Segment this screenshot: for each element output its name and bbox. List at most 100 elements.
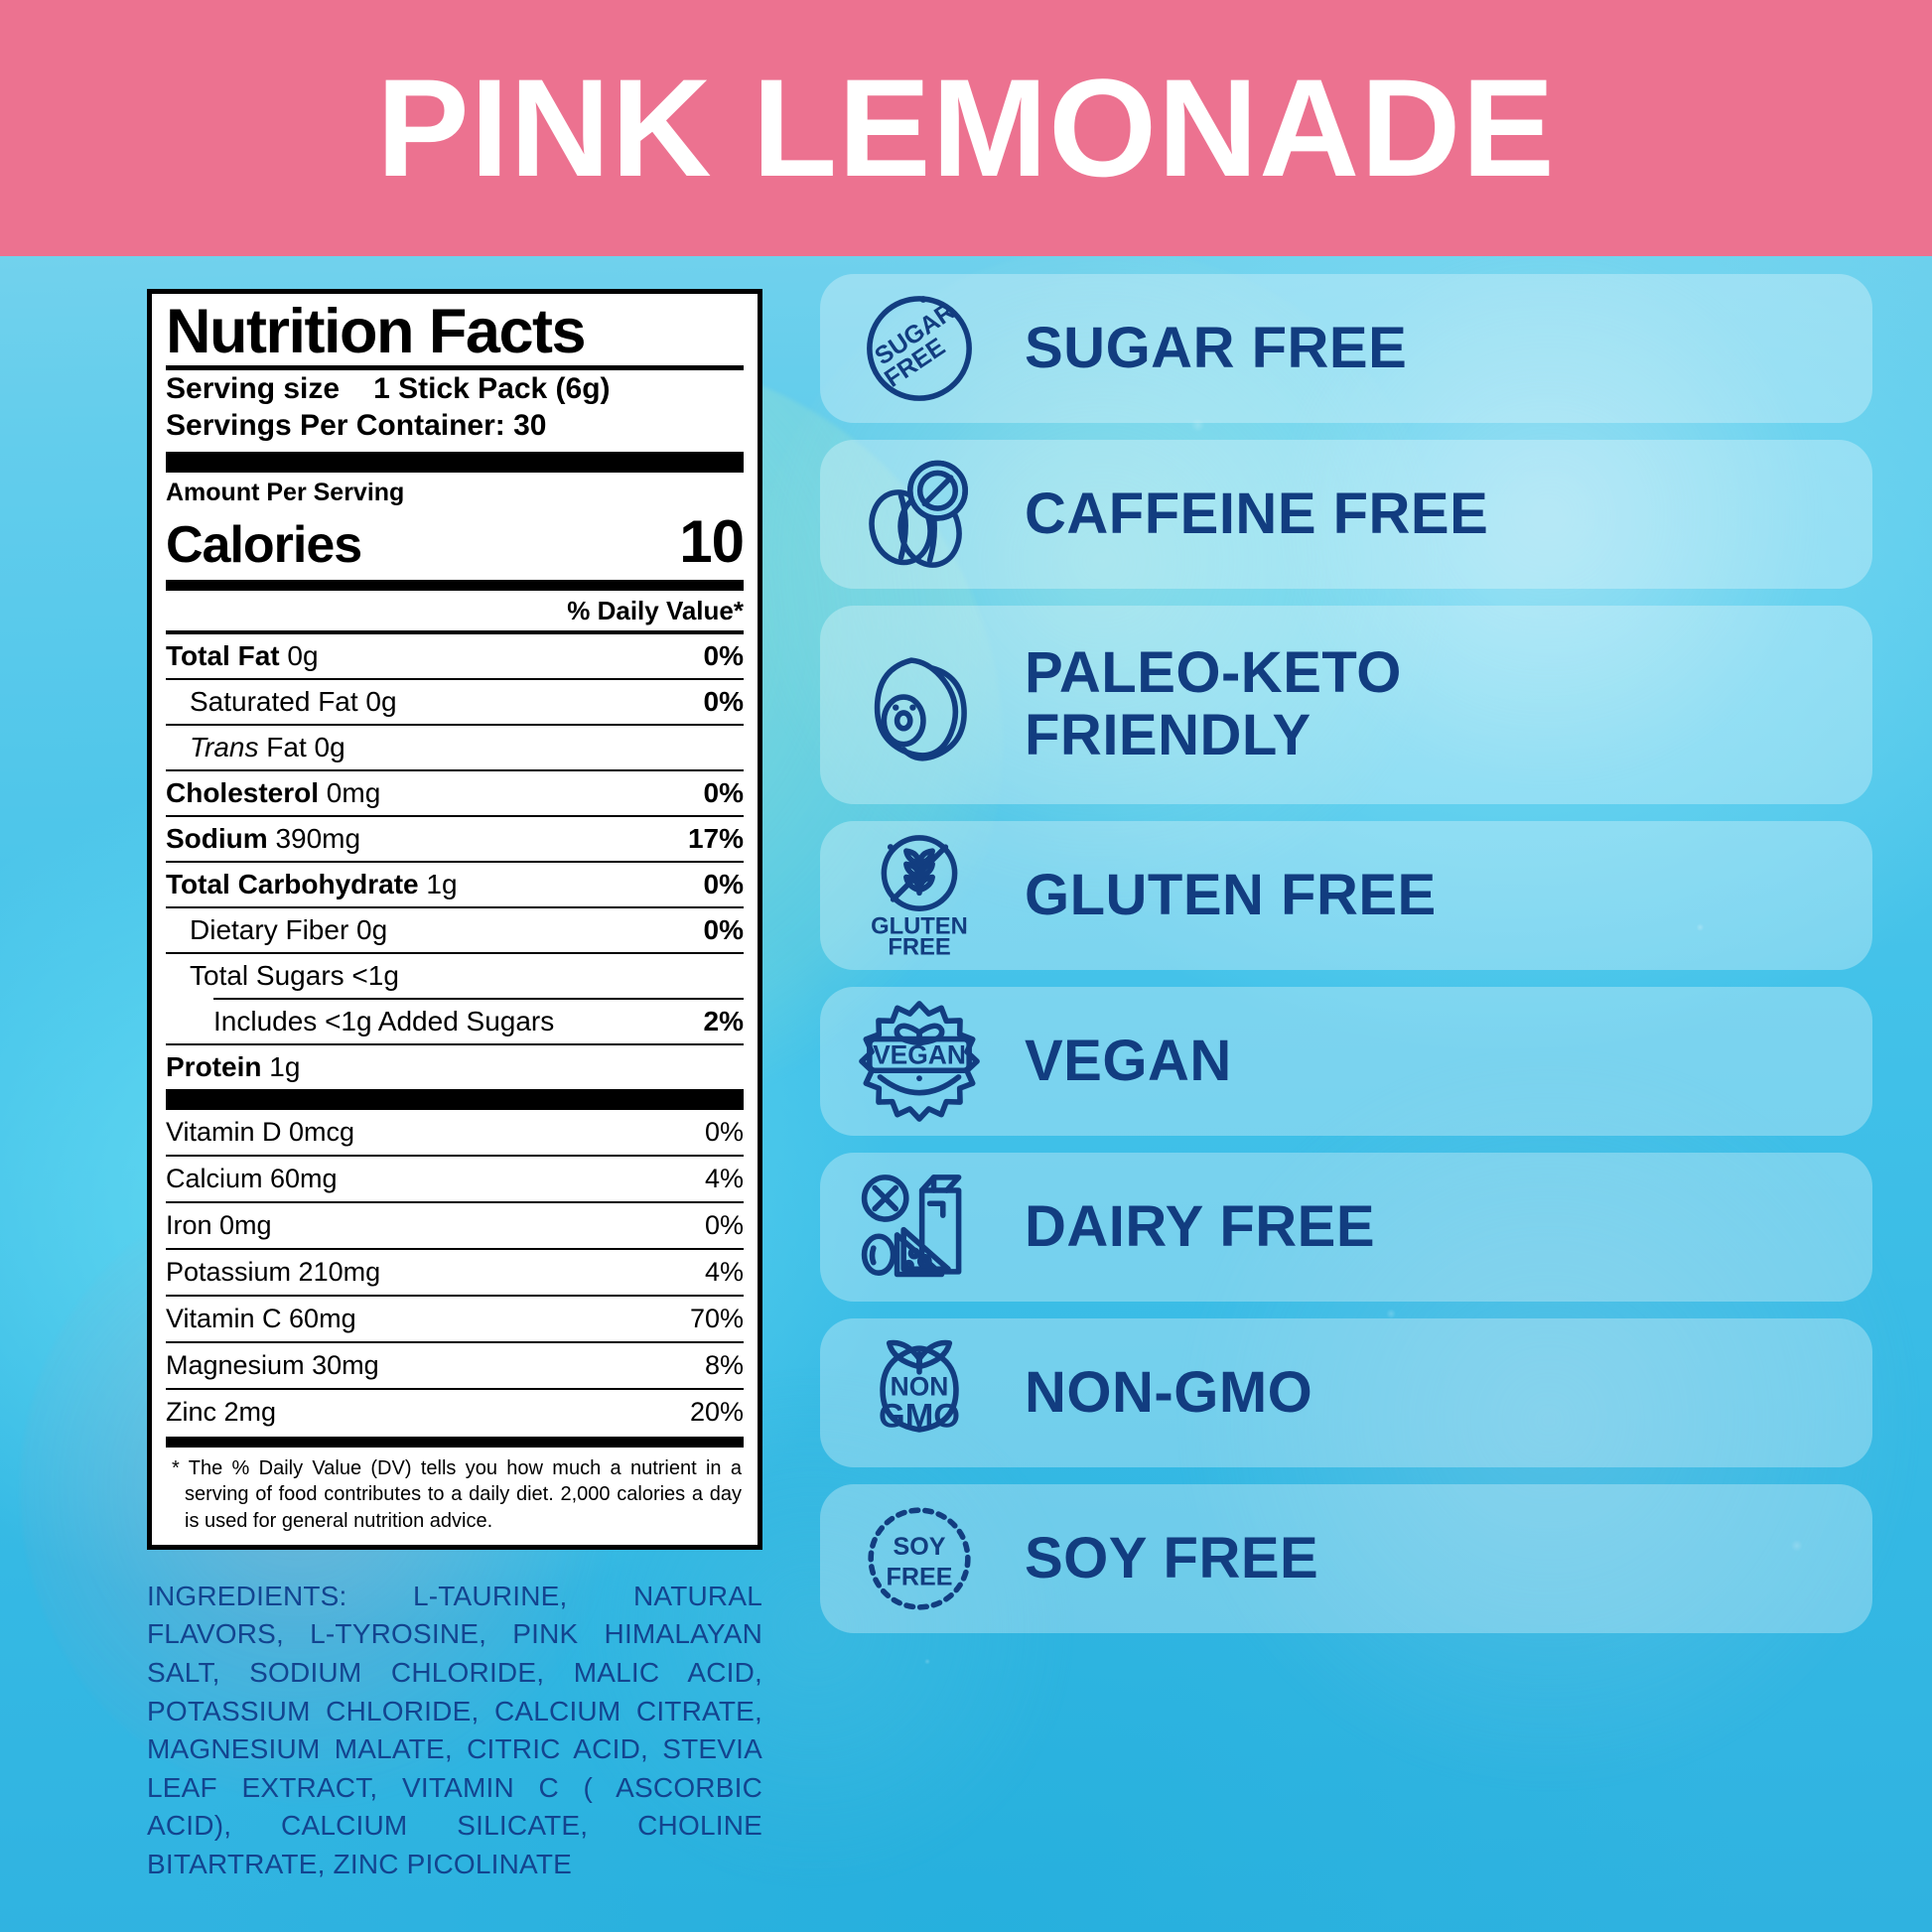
- nutrient-daily-value: 0%: [703, 913, 744, 945]
- serving-size-value: 1 Stick Pack (6g): [373, 371, 611, 405]
- nutrient-name: Protein 1g: [166, 1050, 301, 1082]
- nutrient-row: Protein 1g: [166, 1042, 744, 1089]
- nutrient-daily-value: 0%: [703, 776, 744, 808]
- vitamin-name: Potassium 210mg: [166, 1256, 381, 1287]
- vitamin-daily-value: 8%: [704, 1349, 744, 1380]
- vitamin-row-group: Vitamin D 0mcg 0% Calcium 60mg 4% Iron 0mg 0%…: [166, 1110, 744, 1435]
- nutrient-row: Sodium 390mg 17%: [166, 814, 744, 861]
- vegan-badge-icon: VEGAN: [854, 996, 985, 1127]
- main-content: Nutrition Facts Serving size 1 Stick Pack…: [0, 256, 1932, 1884]
- soy-free-icon: SOY FREE: [854, 1493, 985, 1624]
- vitamin-row: Vitamin C 60mg 70%: [166, 1294, 744, 1341]
- nutrient-row: Total Fat 0g 0%: [166, 629, 744, 678]
- nutrient-name: Dietary Fiber 0g: [190, 913, 388, 945]
- vitamin-name: Vitamin D 0mcg: [166, 1116, 355, 1147]
- badge-label: CAFFEINE FREE: [1025, 481, 1489, 546]
- badge-list: SUGAR FREE SUGAR FREE CAFFEINE FREE PALEO…: [820, 274, 1872, 1633]
- nutrient-daily-value: 17%: [687, 822, 744, 854]
- vitamin-daily-value: 4%: [704, 1163, 744, 1193]
- nutrient-daily-value: 2%: [703, 1005, 744, 1036]
- calories-row: Calories 10: [166, 507, 745, 576]
- product-title-banner: PINK LEMONADE: [0, 0, 1932, 256]
- nutrient-row: Includes <1g Added Sugars 2%: [213, 997, 744, 1043]
- svg-text:FREE: FREE: [887, 1563, 953, 1590]
- nutrient-name: Sodium 390mg: [166, 822, 361, 854]
- vitamin-daily-value: 70%: [689, 1303, 744, 1333]
- nutrient-daily-value: 0%: [703, 868, 744, 899]
- amount-per-serving-label: Amount Per Serving: [166, 478, 405, 506]
- vitamin-row: Zinc 2mg 20%: [166, 1387, 744, 1435]
- badge-label: VEGAN: [1025, 1028, 1232, 1093]
- vitamin-row: Potassium 210mg 4%: [166, 1247, 744, 1295]
- nutrient-name: Cholesterol 0mg: [166, 776, 381, 808]
- nutrient-row: Dietary Fiber 0g 0%: [166, 905, 744, 952]
- sugar-free-icon: SUGAR FREE: [854, 283, 985, 414]
- badge-label: SUGAR FREE: [1025, 315, 1408, 380]
- badge-sugar-free: SUGAR FREE SUGAR FREE: [820, 274, 1872, 423]
- dairy-free-icon: [854, 1162, 985, 1293]
- badge-vegan: VEGAN VEGAN: [820, 987, 1872, 1136]
- servings-per-container: Servings Per Container: 30: [166, 408, 547, 442]
- vitamin-row: Iron 0mg 0%: [166, 1200, 744, 1248]
- nutrition-facts-panel: Nutrition Facts Serving size 1 Stick Pack…: [147, 289, 762, 1550]
- nutrition-facts-title: Nutrition Facts: [166, 297, 587, 366]
- badges-column: SUGAR FREE SUGAR FREE CAFFEINE FREE PALEO…: [784, 256, 1932, 1884]
- caffeine-free-icon: [854, 449, 985, 580]
- vitamin-row: Vitamin D 0mcg 0%: [166, 1110, 744, 1155]
- badge-caffeine-free: CAFFEINE FREE: [820, 440, 1872, 589]
- svg-text:GLUTEN: GLUTEN: [871, 912, 968, 939]
- gluten-free-icon: GLUTEN FREE: [854, 830, 985, 961]
- vitamin-daily-value: 4%: [704, 1256, 744, 1287]
- badge-soy-free: SOY FREE SOY FREE: [820, 1484, 1872, 1633]
- svg-text:GMO: GMO: [879, 1397, 960, 1435]
- nutrient-row-group: Total Fat 0g 0% Saturated Fat 0g 0% Trans Fa…: [166, 629, 744, 1089]
- nutrient-daily-value: 0%: [703, 639, 744, 671]
- svg-text:NON: NON: [891, 1372, 949, 1402]
- nutrition-column: Nutrition Facts Serving size 1 Stick Pack…: [0, 256, 784, 1884]
- vitamin-name: Iron 0mg: [166, 1209, 272, 1240]
- calories-label: Calories: [166, 515, 362, 574]
- avocado-icon: [854, 639, 985, 770]
- nutrient-row: Saturated Fat 0g 0%: [166, 677, 744, 724]
- nutrient-name: Saturated Fat 0g: [190, 685, 397, 717]
- nutrient-name: Total Carbohydrate 1g: [166, 868, 458, 899]
- badge-paleo-keto-friendly: PALEO-KETO FRIENDLY: [820, 606, 1872, 804]
- badge-non-gmo: NON GMO NON-GMO: [820, 1318, 1872, 1467]
- vitamin-daily-value: 0%: [704, 1116, 744, 1147]
- badge-dairy-free: DAIRY FREE: [820, 1153, 1872, 1302]
- svg-text:SOY: SOY: [894, 1533, 946, 1561]
- svg-text:VEGAN: VEGAN: [873, 1040, 966, 1070]
- badge-gluten-free: GLUTEN FREE GLUTEN FREE: [820, 821, 1872, 970]
- nutrient-row: Total Carbohydrate 1g 0%: [166, 860, 744, 906]
- nutrient-name: Total Fat 0g: [166, 639, 319, 671]
- nutrient-name: Total Sugars <1g: [190, 959, 399, 991]
- page-title: PINK LEMONADE: [376, 50, 1556, 206]
- vitamin-name: Zinc 2mg: [166, 1396, 277, 1427]
- calories-value: 10: [679, 507, 745, 575]
- vitamin-name: Vitamin C 60mg: [166, 1303, 356, 1333]
- nutrient-row: Trans Fat 0g: [166, 723, 744, 769]
- non-gmo-icon: NON GMO: [854, 1327, 985, 1458]
- badge-label: SOY FREE: [1025, 1525, 1319, 1590]
- vitamin-name: Magnesium 30mg: [166, 1349, 379, 1380]
- svg-text:FREE: FREE: [888, 933, 950, 960]
- nutrient-row: Cholesterol 0mg 0%: [166, 768, 744, 815]
- nutrient-row: Total Sugars <1g: [166, 951, 744, 998]
- vitamin-daily-value: 20%: [689, 1396, 744, 1427]
- ingredients-text: INGREDIENTS: L-TAURINE, NATURAL FLAVORS,…: [147, 1580, 762, 1880]
- badge-label: GLUTEN FREE: [1025, 862, 1437, 927]
- badge-label: PALEO-KETO FRIENDLY: [1025, 640, 1402, 767]
- vitamin-row: Calcium 60mg 4%: [166, 1154, 744, 1201]
- daily-value-footnote: * The % Daily Value (DV) tells you how m…: [172, 1456, 742, 1533]
- vitamin-name: Calcium 60mg: [166, 1163, 338, 1193]
- serving-size-label: Serving size: [166, 371, 341, 405]
- vitamin-daily-value: 0%: [704, 1209, 744, 1240]
- badge-label: DAIRY FREE: [1025, 1193, 1376, 1259]
- daily-value-header: % Daily Value*: [567, 595, 744, 625]
- badge-label: NON-GMO: [1025, 1359, 1313, 1425]
- vitamin-row: Magnesium 30mg 8%: [166, 1340, 744, 1388]
- serving-size-line: Serving size 1 Stick Pack (6g): [166, 370, 744, 407]
- nutrient-name: Trans Fat 0g: [190, 731, 345, 762]
- nutrient-daily-value: 0%: [703, 685, 744, 717]
- nutrient-name: Includes <1g Added Sugars: [213, 1005, 555, 1036]
